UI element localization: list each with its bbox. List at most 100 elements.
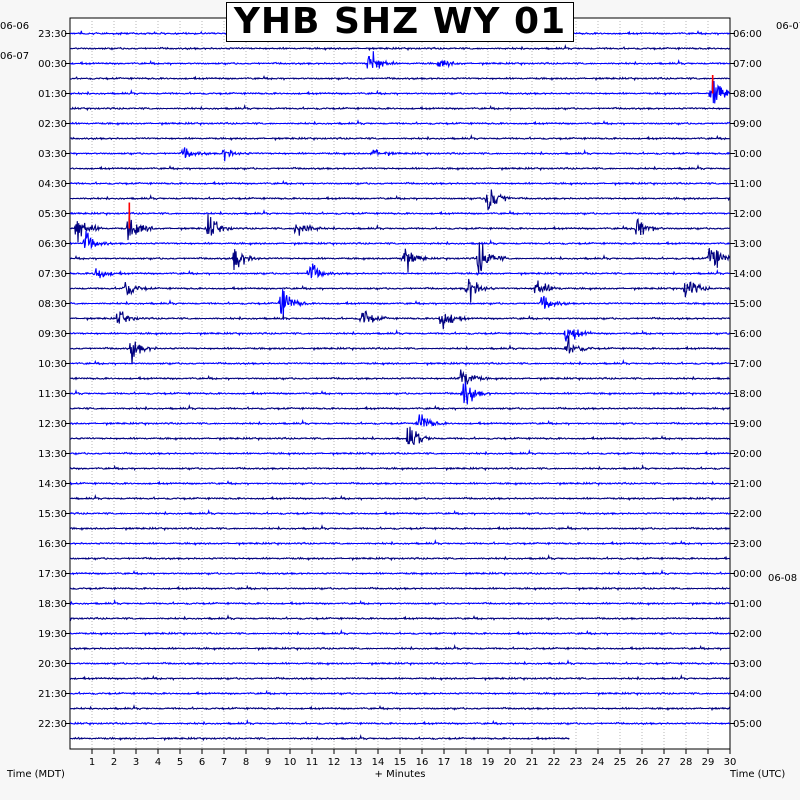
seismic-trace [69,335,731,365]
right-tick-label: 19:00 [733,419,762,430]
seismic-trace [69,278,731,303]
seismic-trace [69,103,731,112]
x-tick-label: 29 [702,757,715,768]
seismic-trace [69,426,731,446]
left-tick-label: 18:30 [38,599,67,610]
x-tick-label: 9 [265,757,271,768]
x-tick-label: 22 [548,757,561,768]
right-tick-label: 13:00 [733,239,762,250]
seismic-trace [69,538,731,547]
right-tick-label: 16:00 [733,329,762,340]
right-tick-label: 15:00 [733,299,762,310]
right-date-top: 06-07 [776,21,800,32]
x-tick-label: 4 [155,757,161,768]
seismic-trace [69,51,731,69]
seismic-traces [69,29,731,742]
title-box: YHB SHZ WY 01 [226,2,574,42]
left-tick-label: 10:30 [38,359,67,370]
seismic-trace [69,310,731,330]
seismic-trace [70,74,731,104]
right-tick-label: 00:00 [733,569,762,580]
right-tick-label: 21:00 [733,479,762,490]
left-tick-label: 19:30 [38,629,67,640]
left-tick-label: 06:30 [38,239,67,250]
right-date-second: 06-08 [768,573,797,584]
left-tick-label: 02:30 [38,119,67,130]
chart-title: YHB SHZ WY 01 [233,1,567,42]
seismic-trace [69,119,731,127]
seismic-trace [69,369,731,385]
left-date-second: 06-07 [0,51,29,62]
x-tick-label: 27 [658,757,671,768]
right-tick-label: 18:00 [733,389,762,400]
x-tick-label: 17 [438,757,451,768]
left-tick-label: 20:30 [38,659,67,670]
x-tick-label: 10 [284,757,297,768]
seismic-trace [69,614,730,622]
right-tick-label: 02:00 [733,629,762,640]
y-axis-label-right: Time (UTC) [729,769,785,780]
right-tick-label: 11:00 [733,179,762,190]
right-time-ticks: 06:00 07:00 08:00 09:00 10:00 11:00 12:00 13:00… [730,29,762,730]
seismic-trace [70,718,731,727]
left-tick-label: 11:30 [38,389,67,400]
seismic-trace [69,288,731,321]
x-tick-label: 7 [221,757,227,768]
left-tick-label: 17:30 [38,569,67,580]
left-time-ticks: 23:30 00:30 01:30 02:30 03:30 04:30 05:30 06:30… [38,29,70,730]
left-tick-label: 13:30 [38,449,67,460]
seismic-trace [69,524,731,532]
x-tick-label: 3 [133,757,139,768]
seismic-trace [69,403,731,412]
seismic-trace [69,328,731,342]
left-tick-label: 22:30 [38,719,67,730]
seismic-trace [69,358,731,367]
left-date-top: 06-06 [0,21,29,32]
x-tick-label: 18 [460,757,473,768]
left-tick-label: 15:30 [38,509,67,520]
x-tick-label: 20 [504,757,517,768]
seismic-trace [69,414,731,427]
right-tick-label: 17:00 [733,359,762,370]
left-tick-label: 16:30 [38,539,67,550]
left-tick-label: 05:30 [38,209,67,220]
seismic-trace [69,598,731,607]
right-tick-label: 20:00 [733,449,762,460]
right-tick-label: 12:00 [733,209,762,220]
seismic-trace [69,147,731,162]
x-tick-label: 21 [526,757,539,768]
seismic-trace [70,493,731,502]
x-tick-label: 19 [482,757,495,768]
left-tick-label: 14:30 [38,479,67,490]
right-tick-label: 06:00 [733,29,762,40]
seismic-trace [69,263,731,279]
left-tick-label: 08:30 [38,299,67,310]
right-tick-label: 05:00 [733,719,762,730]
seismic-trace [69,133,731,142]
left-tick-label: 23:30 [38,29,67,40]
right-tick-label: 10:00 [733,149,762,160]
seismic-trace [69,448,731,457]
seismic-trace [69,164,731,172]
x-tick-label: 26 [636,757,649,768]
x-tick-label: 13 [350,757,363,768]
seismic-trace [69,733,570,742]
seismic-trace [69,74,731,82]
x-tick-label: 2 [111,757,117,768]
seismic-trace [69,673,731,682]
left-tick-label: 03:30 [38,149,67,160]
right-tick-label: 14:00 [733,269,762,280]
seismic-trace [69,209,731,217]
seismic-trace [69,704,731,712]
seismic-trace [69,569,730,577]
y-axis-label-left: Time (MDT) [6,769,65,780]
x-tick-label: 11 [306,757,319,768]
x-tick-label: 5 [177,757,183,768]
seismic-trace [69,43,730,52]
x-tick-label: 1 [89,757,95,768]
seismic-trace [69,179,731,187]
right-tick-label: 07:00 [733,59,762,70]
left-tick-label: 12:30 [38,419,67,430]
seismic-trace [69,479,731,487]
x-tick-label: 16 [416,757,429,768]
